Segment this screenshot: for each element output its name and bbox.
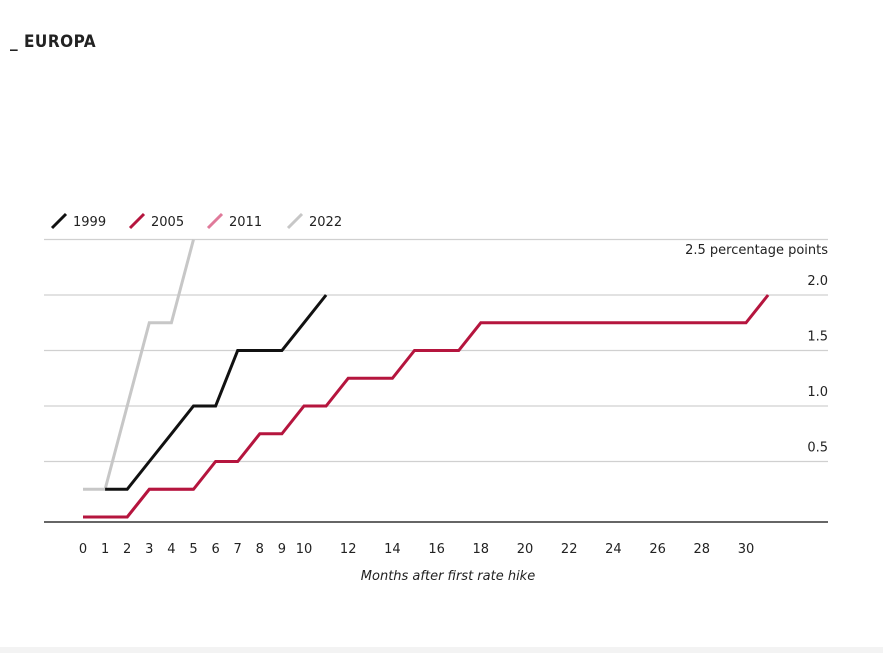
x-tick-label: 9: [278, 542, 286, 557]
x-tick-label: 3: [145, 542, 153, 557]
x-tick-label: 4: [167, 542, 175, 557]
legend-label-1999: 1999: [73, 215, 106, 230]
x-tick-label: 7: [234, 542, 242, 557]
x-axis-title: Months after first rate hike: [361, 569, 535, 584]
legend-swatch-1999: [50, 212, 68, 230]
x-tick-label: 0: [79, 542, 87, 557]
page-title: _ EUROPA: [10, 32, 97, 52]
bottom-strip: [0, 647, 883, 653]
x-tick-label: 28: [694, 542, 711, 557]
legend-label-2005: 2005: [151, 215, 184, 230]
series-line-1999: [105, 294, 328, 491]
x-tick-label: 26: [649, 542, 666, 557]
x-tick-label: 1: [101, 542, 109, 557]
y-tick-label: 0.5: [807, 441, 828, 456]
legend-swatch-2005: [128, 212, 146, 230]
legend: 1999 2005 2011 2022: [50, 212, 342, 230]
y-axis-unit-label: 2.5 percentage points: [685, 243, 828, 258]
x-tick-label: 30: [738, 542, 755, 557]
x-tick-label: 20: [517, 542, 534, 557]
x-tick-label: 16: [428, 542, 445, 557]
x-tick-label: 14: [384, 542, 401, 557]
x-tick-label: 24: [605, 542, 622, 557]
x-tick-label: 2: [123, 542, 131, 557]
legend-label-2022: 2022: [309, 215, 342, 230]
legend-label-2011: 2011: [229, 215, 262, 230]
x-tick-label: 22: [561, 542, 578, 557]
x-tick-label: 6: [211, 542, 219, 557]
series-line-2022: [83, 239, 195, 491]
x-tick-label: 18: [473, 542, 490, 557]
series-line-2005: [83, 294, 770, 519]
x-tick-label: 5: [189, 542, 197, 557]
x-tick-label: 10: [296, 542, 313, 557]
series-lines: [83, 239, 770, 519]
x-axis-tick-labels: 0 1 2 3 4 5 6 7 8 9 10 12 14 16 18 20 22 24 26 28 30: [79, 542, 754, 557]
y-axis-tick-labels: 0.5 1.0 1.5 2.0: [807, 274, 828, 456]
x-tick-label: 8: [256, 542, 264, 557]
legend-swatch-2011: [206, 212, 224, 230]
x-tick-label: 12: [340, 542, 357, 557]
legend-swatch-2022: [286, 212, 304, 230]
y-tick-label: 2.0: [807, 274, 828, 289]
y-tick-label: 1.5: [807, 330, 828, 345]
y-tick-label: 1.0: [807, 385, 828, 400]
